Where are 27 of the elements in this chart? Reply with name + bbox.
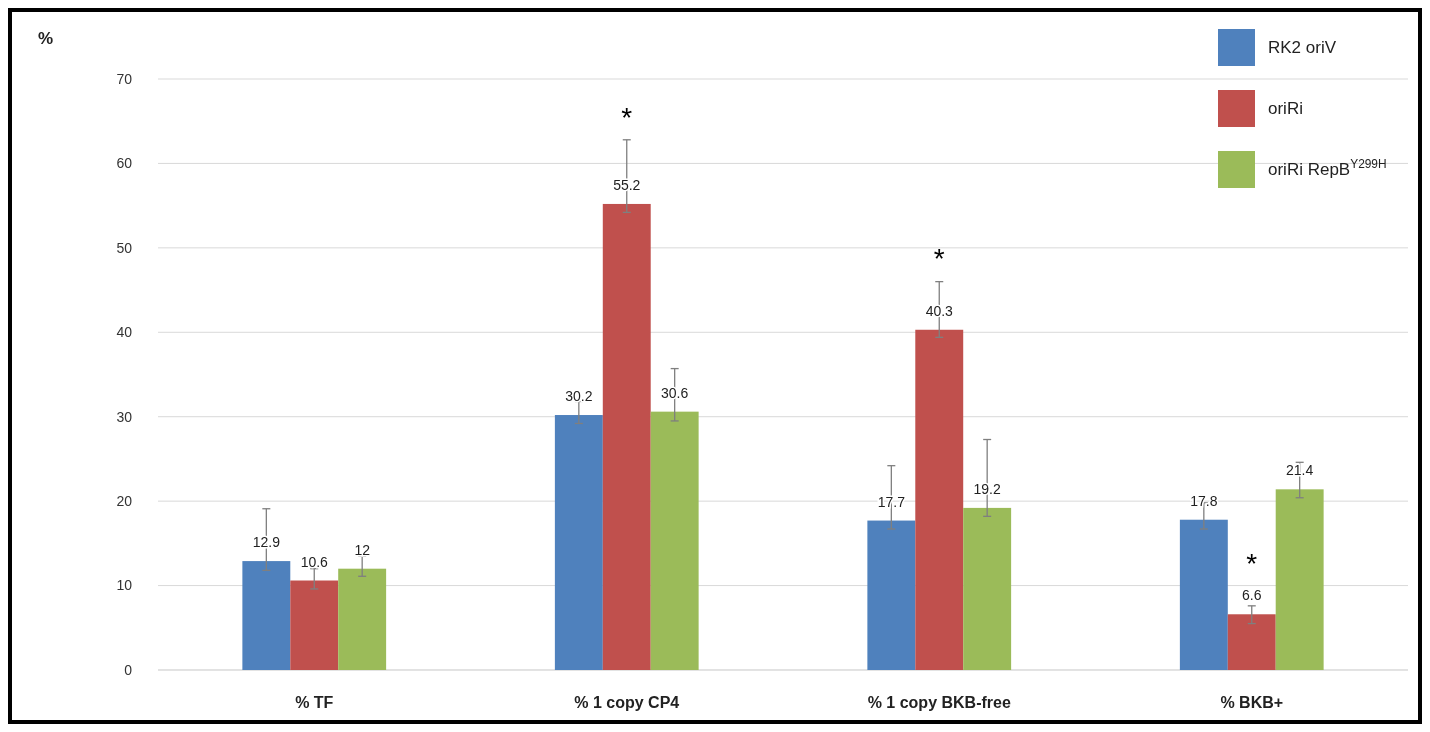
y-tick-label: 50 bbox=[116, 239, 133, 256]
legend-label: oriRi RepB$^{Y299H}$ bbox=[1268, 157, 1387, 179]
data-label: 30.2 bbox=[565, 388, 593, 405]
annotation: * bbox=[621, 101, 633, 133]
y-tick-label: 60 bbox=[116, 155, 133, 172]
y-tick-label: 20 bbox=[116, 493, 133, 510]
y-tick-label: 0 bbox=[124, 661, 133, 678]
data-label: 19.2 bbox=[973, 480, 1001, 497]
legend-label: RK2 oriV bbox=[1268, 38, 1337, 57]
annotation: * bbox=[933, 243, 945, 275]
y-tick-label: 30 bbox=[116, 408, 133, 425]
data-label: 6.6 bbox=[1242, 587, 1262, 604]
x-tick-label: % TF bbox=[295, 694, 334, 711]
x-tick-label: % 1 copy CP4 bbox=[574, 694, 680, 711]
data-label: 12 bbox=[354, 541, 371, 558]
data-label: 17.8 bbox=[1190, 492, 1218, 509]
x-tick-label: % BKB+ bbox=[1220, 694, 1284, 711]
x-tick-label: % 1 copy BKB-free bbox=[867, 694, 1011, 711]
y-tick-label: 70 bbox=[116, 70, 133, 87]
data-label: 40.3 bbox=[925, 302, 954, 319]
data-label: 55.2 bbox=[613, 176, 641, 193]
y-axis-title: % bbox=[38, 29, 54, 48]
y-tick-label: 40 bbox=[116, 324, 133, 341]
y-tick-label: 10 bbox=[116, 577, 133, 594]
data-label: 10.6 bbox=[300, 553, 329, 570]
legend-label: oriRi bbox=[1268, 99, 1303, 118]
annotation: * bbox=[1246, 548, 1258, 580]
